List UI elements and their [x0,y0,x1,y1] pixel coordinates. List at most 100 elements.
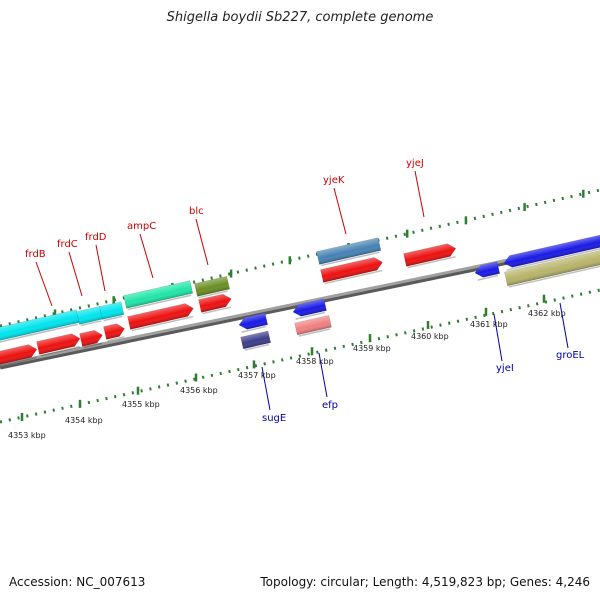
gene-label-blc[interactable]: blc [189,206,204,217]
upper-gene-labels: frdB frdC frdD ampC blc yjeK yjeJ [25,158,424,260]
gene-block-cds-6[interactable] [198,293,233,315]
gene-block-efp-blue-highlight [293,298,327,317]
gene-block-cds-5-highlight [127,303,194,330]
axis-label-4360: 4360 kbp [411,332,449,341]
topology-summary: Topology: circular; Length: 4,519,823 bp… [260,575,590,589]
gene-block-cds-2-shadow [40,346,80,357]
upper-track-line [0,188,600,328]
gene-block-frdA-cyan-shadow [0,323,78,345]
gene-block-blc-olive[interactable] [194,276,230,299]
callout-frdB [35,261,53,307]
gene-block-sugE-navy-highlight [240,330,271,349]
gene-block-yjeI-blue-highlight [475,261,500,278]
gene-block-yjeK-steel-shadow [320,251,380,267]
gene-label-groEL[interactable]: groEL [556,350,585,361]
gene-block-cds-1[interactable] [0,343,39,369]
gene-block-blc-olive-highlight [194,276,230,297]
gene-block-frdC-cyan[interactable] [99,301,125,322]
lower-major-ticks [20,294,546,421]
gene-block-sugE-blue-highlight [239,312,268,330]
axis-label-4358: 4358 kbp [296,357,334,366]
gene-block-yjeK-steel-highlight [316,237,381,265]
gene-block-cds-yjeK-highlight [320,257,383,283]
gene-block-efp-pink[interactable] [294,315,332,337]
gene-block-cds-yjeJ-shadow [407,256,456,269]
gene-block-yjeK-steel[interactable] [316,237,382,267]
backbone-line [0,239,600,367]
gene-block-cds-2-highlight [36,333,80,355]
gene-block-efp-blue-shadow [295,311,326,320]
callout-yjeJ [414,170,425,218]
gene-block-groEL-blue-shadow [506,245,600,271]
gene-block-frdC-cyan-highlight [99,301,124,320]
gene-label-frdD[interactable]: frdD [85,232,107,243]
axis-label-4362: 4362 kbp [528,309,566,318]
gene-block-sugE-navy[interactable] [240,330,271,351]
gene-block-ampC-green[interactable] [123,280,194,311]
lower-gene-labels: sugE efp yjeI groEL [262,350,585,424]
callout-ampC [139,233,154,279]
gene-block-cds-1-shadow [0,356,37,369]
callout-sugE [261,366,271,411]
callout-groEL [559,302,569,349]
accession-text: Accession: NC_007613 [9,575,146,589]
axis-label-4353: 4353 kbp [8,431,46,440]
callout-frdD [95,244,106,292]
axis-label-4357: 4357 kbp [238,371,276,380]
gene-block-efp-pink-highlight [294,315,332,335]
gene-block-frdA-cyan[interactable] [0,309,80,345]
gene-block-cds-4[interactable] [103,322,127,342]
gene-block-efp-pink-shadow [298,328,331,337]
gene-label-frdB[interactable]: frdB [25,249,46,260]
lower-track [0,288,600,424]
gene-label-frdC[interactable]: frdC [57,239,78,250]
gene-block-groEL-khaki[interactable] [504,247,600,288]
gene-block-yjeI-blue[interactable] [474,261,501,281]
gene-label-yjeJ[interactable]: yjeJ [406,158,424,169]
callout-efp [318,352,328,398]
gene-block-ampC-green-shadow [127,294,192,311]
gene-block-cds-yjeJ-highlight [403,243,456,267]
gene-block-groEL-khaki-highlight [504,247,600,286]
gene-block-groEL-blue-highlight [504,232,600,268]
gene-label-ampC[interactable]: ampC [127,221,156,232]
gene-block-cds-3-shadow [83,342,103,349]
callout-frdC [68,251,83,297]
gene-label-yjeI[interactable]: yjeI [496,363,514,374]
gene-callouts [35,170,569,411]
gene-label-sugE[interactable]: sugE [262,413,286,424]
gene-block-efp-blue[interactable] [292,298,327,320]
gene-block-cds-1-highlight [0,344,37,367]
gene-block-sugE-blue[interactable] [238,312,268,333]
gene-block-cds-5-shadow [131,315,194,332]
axis-label-4354: 4354 kbp [65,416,103,425]
gene-block-groEL-khaki-shadow [508,262,600,288]
axis-label-4355: 4355 kbp [122,400,160,409]
gene-block-blc-olive-shadow [198,290,229,299]
gene-block-cds-yjeK[interactable] [320,256,385,285]
gene-label-yjeK[interactable]: yjeK [323,175,345,186]
gene-block-cds-yjeK-shadow [324,269,383,285]
axis-labels: 4353 kbp 4354 kbp 4355 kbp 4356 kbp 4357… [8,309,566,440]
gene-block-sugE-blue-shadow [241,325,267,333]
axis-label-4356: 4356 kbp [180,386,218,395]
gene-block-cds-4-shadow [107,336,125,342]
gene-block-frdA-cyan-highlight [0,309,80,343]
gene-block-cds-6-highlight [198,294,232,313]
gene-block-ampC-green-highlight [123,280,193,309]
lower-track-line [0,288,600,424]
gene-block-cds-2[interactable] [36,332,82,357]
gene-label-efp[interactable]: efp [322,400,338,411]
axis-label-4359: 4359 kbp [353,344,391,353]
gene-block-cds-4-highlight [103,323,125,340]
callout-blc [195,218,209,266]
gene-block-cds-3[interactable] [79,329,105,349]
gene-block-cds-yjeJ[interactable] [403,242,458,269]
gene-block-cds-6-shadow [202,306,232,315]
gene-block-cds-3-highlight [79,330,103,347]
gene-block-frdB-cyan-highlight [76,306,103,325]
gene-block-groEL-blue[interactable] [503,232,600,271]
gene-block-sugE-navy-shadow [244,343,270,351]
gene-block-cds-5[interactable] [127,302,196,332]
